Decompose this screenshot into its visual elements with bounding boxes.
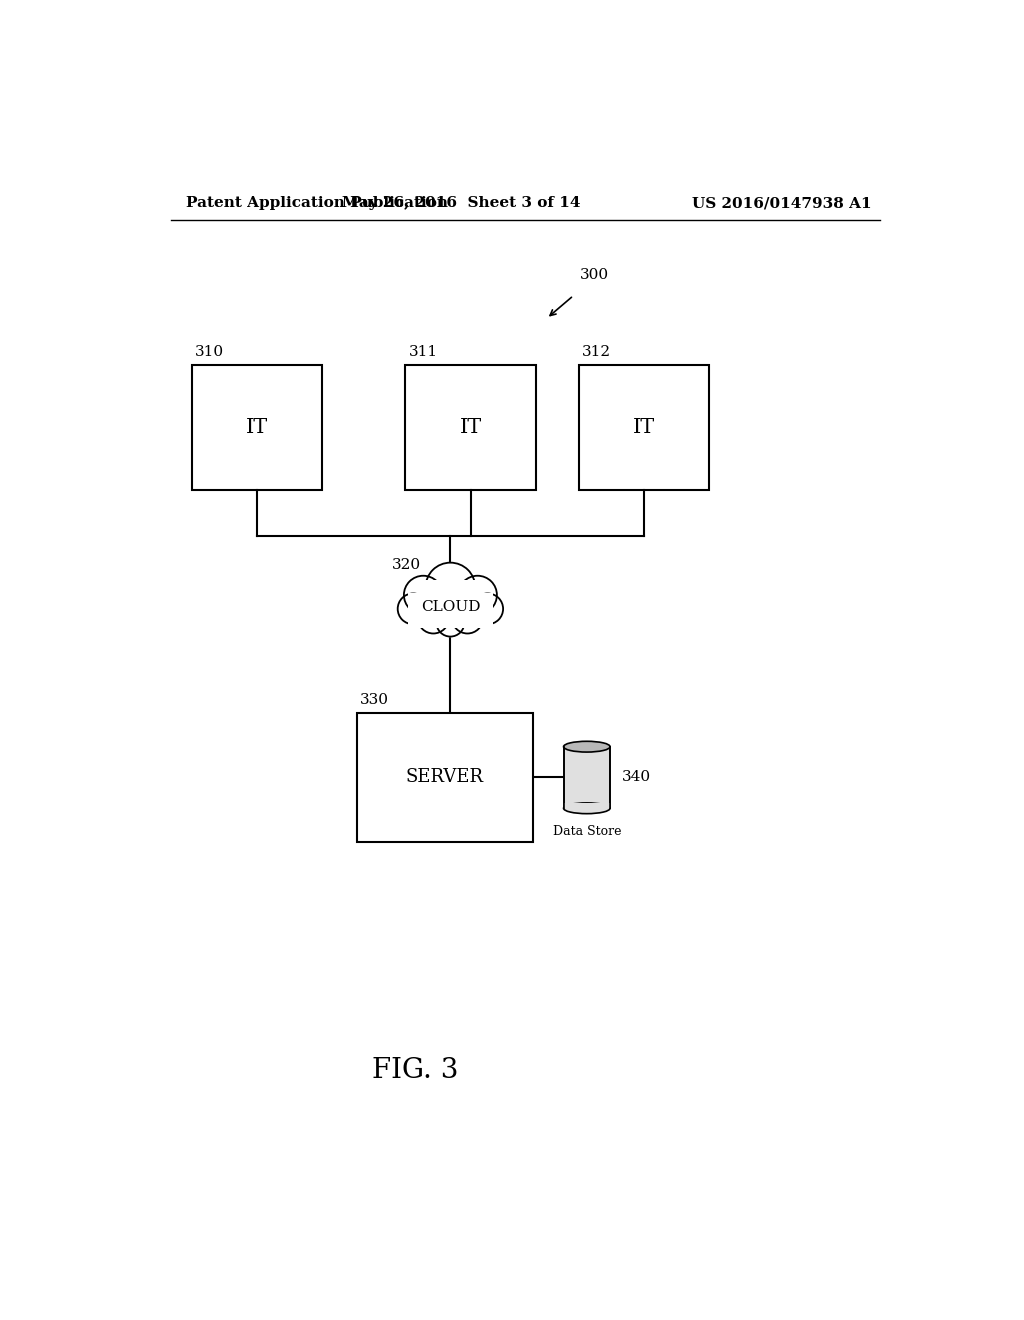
Text: 311: 311	[409, 345, 437, 359]
Circle shape	[458, 576, 497, 614]
Text: 330: 330	[359, 693, 389, 706]
Text: 300: 300	[580, 268, 609, 281]
Bar	[579, 364, 710, 490]
Bar	[406, 364, 536, 490]
Circle shape	[397, 594, 429, 624]
Ellipse shape	[563, 803, 610, 813]
Bar	[563, 803, 610, 808]
Bar	[563, 747, 610, 808]
Circle shape	[436, 609, 464, 636]
Circle shape	[418, 603, 449, 634]
Text: Data Store: Data Store	[553, 825, 621, 838]
Bar	[408, 594, 493, 628]
Bar	[423, 579, 477, 607]
Text: May 26, 2016  Sheet 3 of 14: May 26, 2016 Sheet 3 of 14	[342, 197, 581, 210]
Text: 340: 340	[622, 771, 651, 784]
Text: FIG. 3: FIG. 3	[372, 1057, 458, 1084]
Ellipse shape	[563, 742, 610, 752]
Text: Patent Application Publication: Patent Application Publication	[186, 197, 449, 210]
Text: 310: 310	[195, 345, 224, 359]
Circle shape	[403, 576, 442, 614]
Text: IT: IT	[246, 417, 267, 437]
Bar	[356, 713, 534, 842]
Text: SERVER: SERVER	[406, 768, 484, 787]
Text: IT: IT	[460, 417, 481, 437]
Text: US 2016/0147938 A1: US 2016/0147938 A1	[692, 197, 872, 210]
Bar	[191, 364, 322, 490]
Text: IT: IT	[633, 417, 655, 437]
Circle shape	[426, 562, 475, 612]
Text: CLOUD: CLOUD	[421, 601, 480, 614]
Text: 312: 312	[583, 345, 611, 359]
Text: 320: 320	[392, 558, 422, 572]
Circle shape	[472, 594, 503, 624]
Circle shape	[452, 603, 483, 634]
